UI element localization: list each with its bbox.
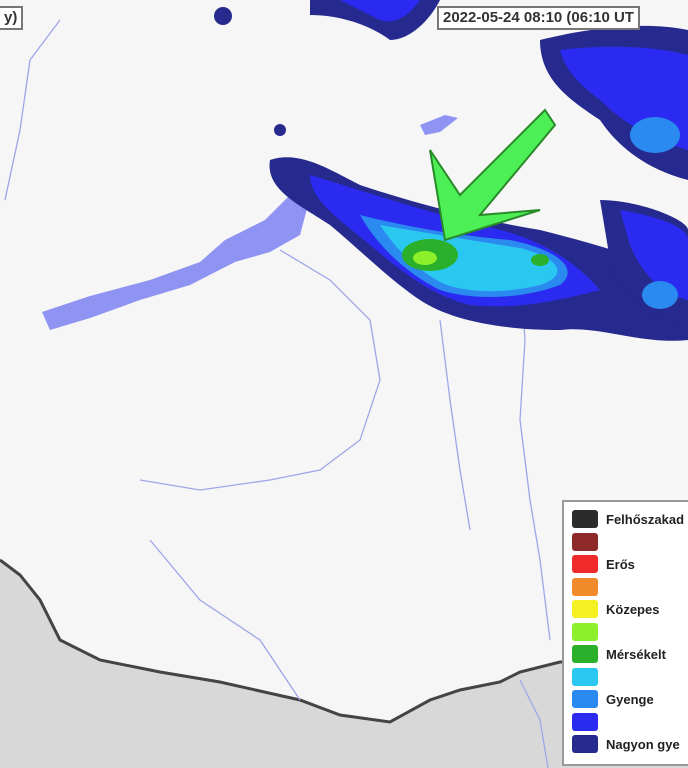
legend-item: Gyenge <box>572 690 654 708</box>
legend-swatch <box>572 645 598 663</box>
legend-swatch <box>572 532 598 551</box>
legend-label: Felhőszakad <box>606 511 685 527</box>
map-title-fragment: y) <box>0 6 24 30</box>
legend-swatch <box>572 622 598 641</box>
annotation-arrow-icon <box>429 108 557 242</box>
timestamp-label: 2022-05-24 08:10 (06:10 UT <box>437 6 640 30</box>
legend: Felhőszakad Erős Közepes Mérsékelt Gyenge Nag… <box>562 500 688 766</box>
legend-swatch <box>572 577 598 596</box>
outside-country-area <box>0 560 688 768</box>
legend-swatch <box>572 712 598 731</box>
legend-label: Gyenge <box>606 691 654 707</box>
legend-label: Nagyon gye <box>606 736 680 752</box>
lake-balaton <box>42 195 308 330</box>
rivers <box>4 19 551 768</box>
legend-swatch <box>572 690 598 708</box>
legend-swatch <box>572 667 598 686</box>
legend-item: Közepes <box>572 600 659 618</box>
legend-item: Mérsékelt <box>572 645 666 663</box>
legend-item: Felhőszakad <box>572 510 684 528</box>
legend-swatch <box>572 735 598 753</box>
legend-item <box>572 667 606 686</box>
legend-swatch <box>572 555 598 573</box>
legend-label: Mérsékelt <box>606 646 666 662</box>
legend-label: Közepes <box>606 601 660 617</box>
precipitation-echoes <box>214 0 688 341</box>
legend-label: Erős <box>606 556 635 572</box>
legend-item <box>572 712 606 731</box>
legend-swatch <box>572 510 598 528</box>
legend-item <box>572 577 606 596</box>
legend-swatch <box>572 600 598 618</box>
legend-item: Nagyon gye <box>572 735 680 753</box>
legend-item <box>572 622 606 641</box>
legend-item <box>572 532 606 551</box>
legend-item: Erős <box>572 555 635 573</box>
